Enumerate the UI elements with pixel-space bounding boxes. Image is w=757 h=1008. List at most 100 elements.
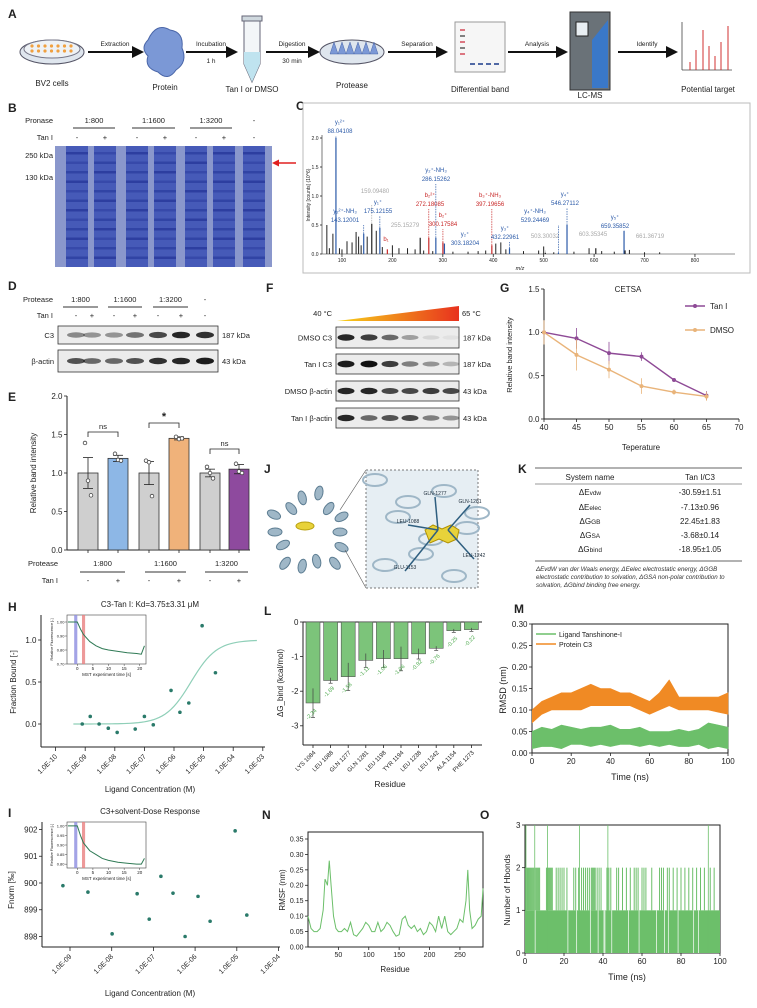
h-data-point [178, 710, 182, 715]
gel-b-band [94, 190, 116, 193]
o-xlabel: Time (ns) [608, 972, 646, 982]
blot-d-band [126, 332, 144, 338]
spectrum-mz-label: 661.36719 [636, 234, 665, 240]
workflow-arrow-label: Extraction [101, 41, 130, 48]
i-data-point [196, 894, 200, 899]
blot-f-band [360, 415, 378, 421]
spectrum-xtick-label: 400 [489, 258, 498, 264]
gel-b-band [185, 161, 207, 164]
cell-dot-icon [49, 44, 54, 48]
spectrum-mz-label: 529.24469 [521, 218, 550, 224]
h-xtick-label: 1.0E-03 [244, 753, 266, 775]
panel-label-H: H [8, 600, 17, 614]
n-xtick-label: 50 [334, 952, 342, 959]
gel-b-band [185, 218, 207, 221]
gel-b-band [94, 180, 116, 183]
gel-b-band [94, 161, 116, 164]
h-inset-frame [66, 614, 147, 665]
blot-d-band [83, 332, 101, 338]
blot-f-band [422, 415, 440, 421]
gel-b-band [213, 237, 235, 240]
blot-d-protease-label: Protease [23, 295, 53, 304]
n-xtick-label: 200 [424, 952, 436, 959]
residue-stick [434, 496, 439, 531]
e-group-label: 1:1600 [154, 559, 177, 568]
blot-d-tan-sign: - [75, 311, 78, 320]
protein-helix-icon [329, 556, 341, 570]
blot-d-row-label: C3 [44, 331, 54, 340]
g-xtick-label: 60 [670, 423, 679, 432]
i-data-point [86, 890, 90, 894]
table-row-symbol: ΔE [579, 503, 590, 512]
protein-helix-icon [332, 527, 348, 537]
i-ytick-label: 900 [24, 879, 38, 888]
e-tan-sign: + [177, 576, 182, 585]
blot-f-band [422, 335, 440, 340]
e-data-point [146, 460, 152, 465]
spectrum-ylabel: Intensity [counts] (10^6) [306, 168, 312, 221]
i-inset-xlabel: MST experiment time [s] [82, 876, 131, 881]
gel-b-band [154, 199, 176, 202]
gel-b-lane [243, 146, 265, 267]
residue-stick [404, 529, 439, 572]
h-ytick-label: 0.0 [25, 720, 37, 729]
blot-d-row-label: β-actin [31, 357, 54, 366]
m-legend-label: Ligand Tanshinone-I [559, 632, 622, 639]
l-bar [428, 621, 444, 649]
gel-b-band [66, 190, 88, 193]
h-title: C3-Tan I: Kd=3.75±3.31 μM [101, 600, 200, 609]
blot-d-group-label: 1:1600 [114, 295, 137, 304]
e-ytick-label: 1.0 [51, 469, 63, 478]
gel-b-band [66, 209, 88, 212]
e-data-point [233, 461, 239, 466]
gel-b-band [66, 180, 88, 183]
protein-helix-icon [334, 511, 349, 523]
blot-f-size-label: 43 kDa [463, 414, 488, 423]
gel-b-band [66, 237, 88, 240]
gel-b-band [185, 209, 207, 212]
gel-b-lane [185, 146, 207, 267]
gel-b-tan-sign: - [76, 133, 79, 142]
e-data-point [239, 470, 245, 476]
spectrum-xtick-label: 700 [640, 258, 649, 264]
h-data-point [200, 623, 204, 628]
gel-b-lane [94, 146, 116, 267]
gel-b-band [243, 152, 265, 155]
g-xtick-label: 65 [702, 423, 711, 432]
gel-b-band [66, 199, 88, 202]
blot-d-group-label: 1:3200 [159, 295, 182, 304]
h-xtick-label: 1.0E-08 [96, 753, 118, 775]
g-data-point [574, 336, 579, 341]
i-inset-xtick-label: 10 [106, 870, 112, 875]
e-tan-sign: + [237, 576, 242, 585]
spectrum-mz-label: 286.15262 [422, 177, 451, 183]
l-value-label: -0.22 [464, 635, 477, 648]
h-data-point [213, 670, 218, 675]
tube-liquid-icon [244, 52, 260, 82]
gel-b-band [94, 209, 116, 212]
blot-d-band [105, 358, 123, 364]
blot-d-band [196, 357, 214, 365]
gel-b-band [213, 228, 235, 231]
h-inset-hot-region [81, 615, 86, 664]
workflow-arrow-sublabel: 1 h [206, 58, 215, 65]
table-row-name: ΔEvdw [579, 488, 602, 497]
gel-b-band [94, 247, 116, 250]
gel-b-tan-sign: - [136, 133, 139, 142]
g-data-point [639, 384, 644, 389]
spectrum-ion-label: y₂⁺ [461, 231, 470, 238]
gel-b-tan-sign: + [222, 133, 227, 142]
g-legend-label: Tan I [710, 302, 727, 311]
h-data-point [151, 723, 156, 727]
gel-b-band [126, 218, 148, 221]
o-xtick-label: 60 [638, 957, 647, 966]
l-value-label: -2.34 [305, 708, 318, 721]
gel-b-marker-130: 130 kDa [25, 173, 54, 182]
gel-b-band [213, 218, 235, 221]
protease-blob-icon [329, 41, 339, 55]
g-data-point [639, 354, 644, 359]
cell-dot-icon [30, 49, 34, 53]
n-ytick-label: 0.35 [290, 836, 304, 843]
blot-f-band [422, 387, 440, 395]
blot-f-size-label: 43 kDa [463, 387, 488, 396]
